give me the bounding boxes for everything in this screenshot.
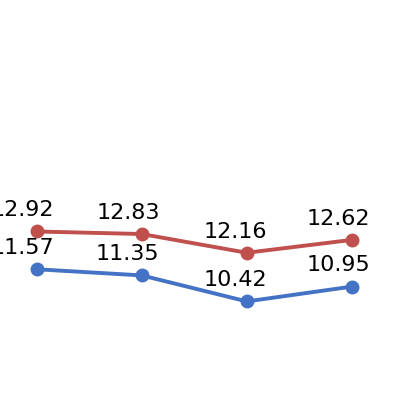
- Text: 10.42: 10.42: [204, 270, 268, 291]
- Text: 12.83: 12.83: [96, 203, 160, 223]
- Text: 11.57: 11.57: [0, 238, 55, 258]
- Text: 12.92: 12.92: [0, 200, 54, 220]
- Text: 10.95: 10.95: [306, 255, 370, 275]
- Text: 12.62: 12.62: [306, 209, 370, 229]
- Text: 11.35: 11.35: [96, 244, 160, 264]
- Text: 12.16: 12.16: [204, 222, 268, 242]
